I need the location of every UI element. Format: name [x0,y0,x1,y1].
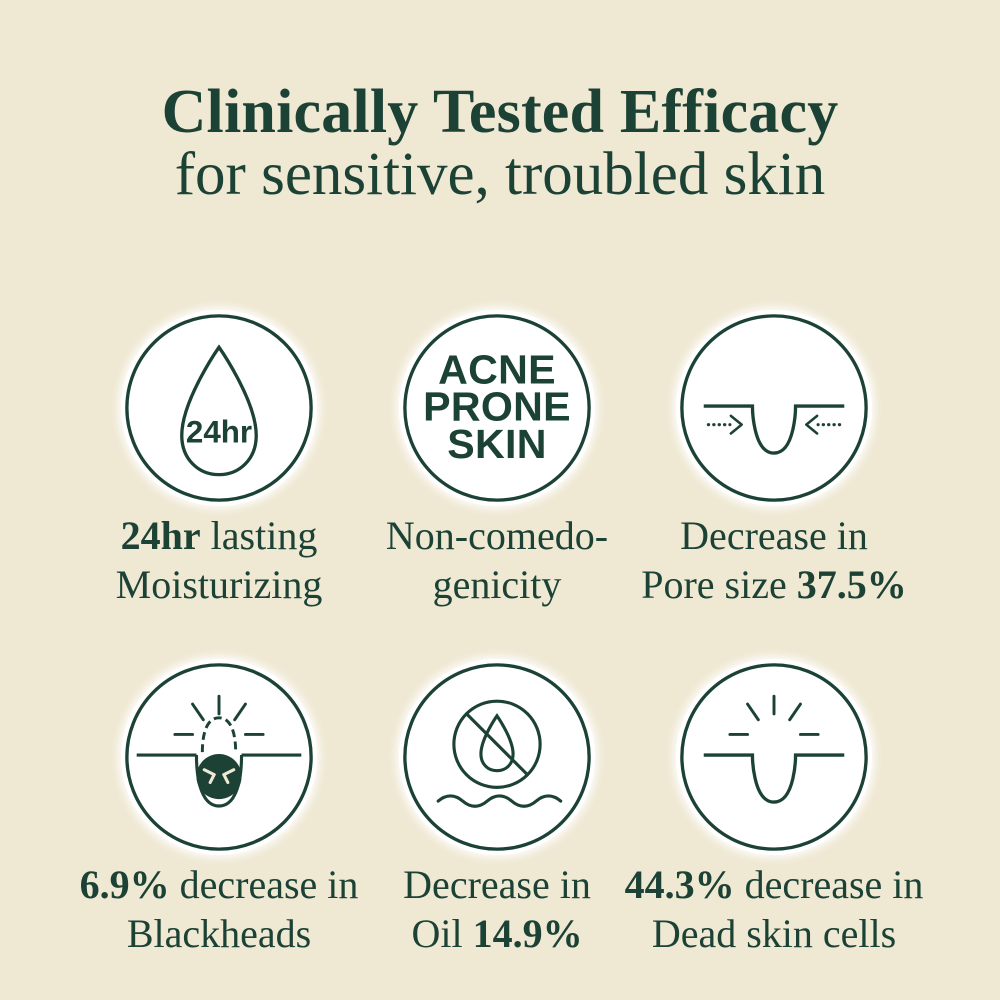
svg-text:24hr: 24hr [186,414,252,449]
svg-text:SKIN: SKIN [447,421,547,467]
